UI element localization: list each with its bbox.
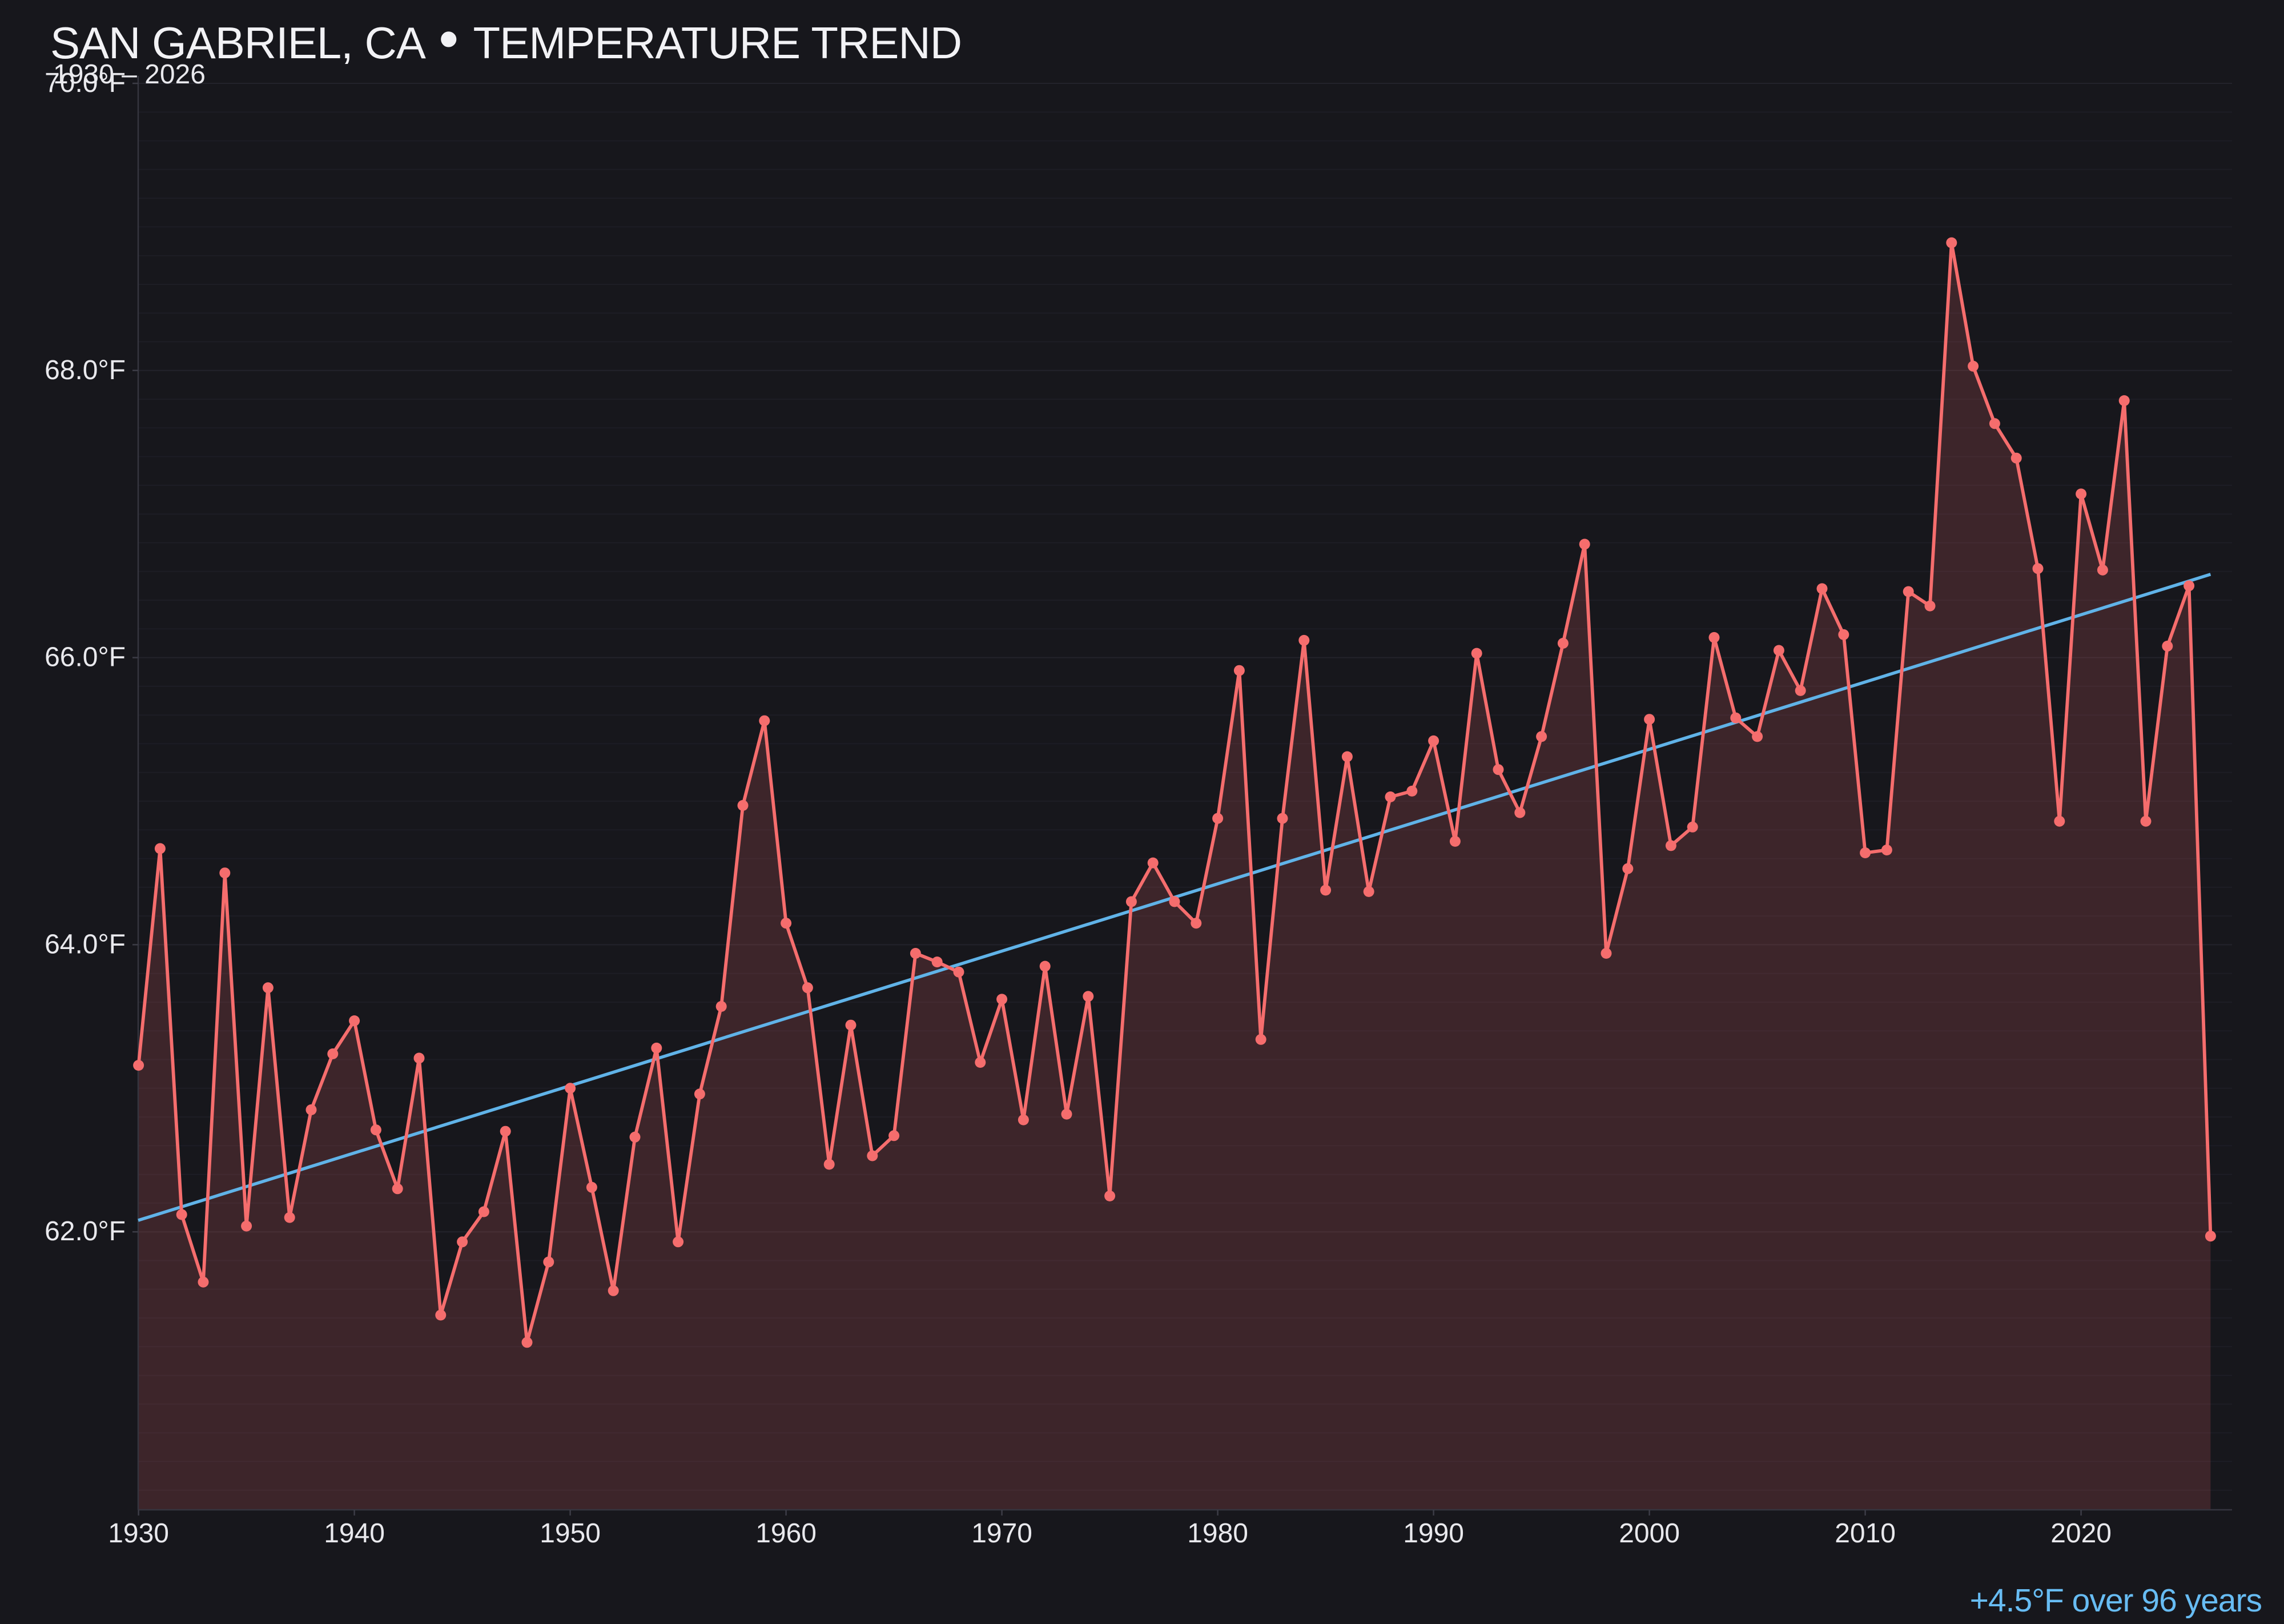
- svg-text:SAN GABRIEL, CA • TEMPERATURE: SAN GABRIEL, CA • TEMPERATURE TREND: [50, 7, 962, 71]
- svg-text:1930: 1930: [108, 1518, 169, 1549]
- svg-text:62.0°F: 62.0°F: [45, 1216, 126, 1247]
- svg-text:2010: 2010: [1835, 1518, 1896, 1549]
- svg-text:1930 – 2026: 1930 – 2026: [53, 59, 206, 90]
- svg-text:1940: 1940: [324, 1518, 385, 1549]
- svg-text:1950: 1950: [540, 1518, 601, 1549]
- svg-text:2000: 2000: [1619, 1518, 1680, 1549]
- svg-text:1980: 1980: [1187, 1518, 1248, 1549]
- svg-text:66.0°F: 66.0°F: [45, 642, 126, 673]
- svg-text:1970: 1970: [971, 1518, 1032, 1549]
- svg-text:70.0°F: 70.0°F: [45, 68, 126, 98]
- svg-text:2020: 2020: [2050, 1518, 2112, 1549]
- svg-text:1990: 1990: [1403, 1518, 1464, 1549]
- svg-text:1960: 1960: [755, 1518, 817, 1549]
- svg-text:64.0°F: 64.0°F: [45, 929, 126, 959]
- svg-text:+4.5°F over 96 years: +4.5°F over 96 years: [1970, 1582, 2262, 1619]
- svg-text:68.0°F: 68.0°F: [45, 355, 126, 385]
